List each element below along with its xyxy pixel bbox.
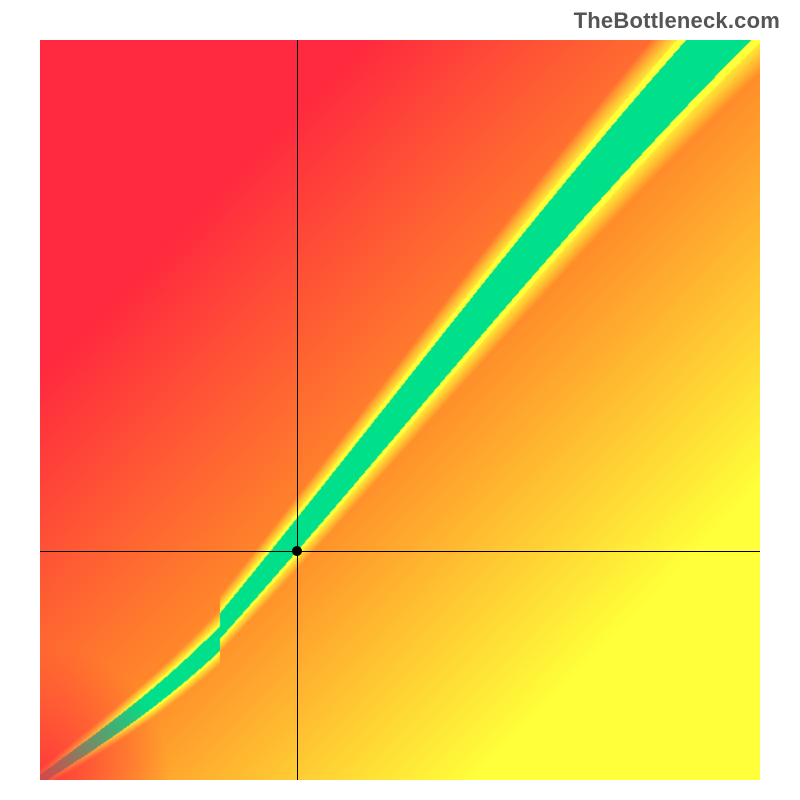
bottleneck-heatmap (40, 40, 760, 780)
intersection-marker (292, 546, 302, 556)
heatmap-canvas (40, 40, 760, 780)
crosshair-vertical (297, 40, 298, 780)
chart-container: TheBottleneck.com (0, 0, 800, 800)
watermark-text: TheBottleneck.com (574, 8, 780, 34)
crosshair-horizontal (40, 551, 760, 552)
